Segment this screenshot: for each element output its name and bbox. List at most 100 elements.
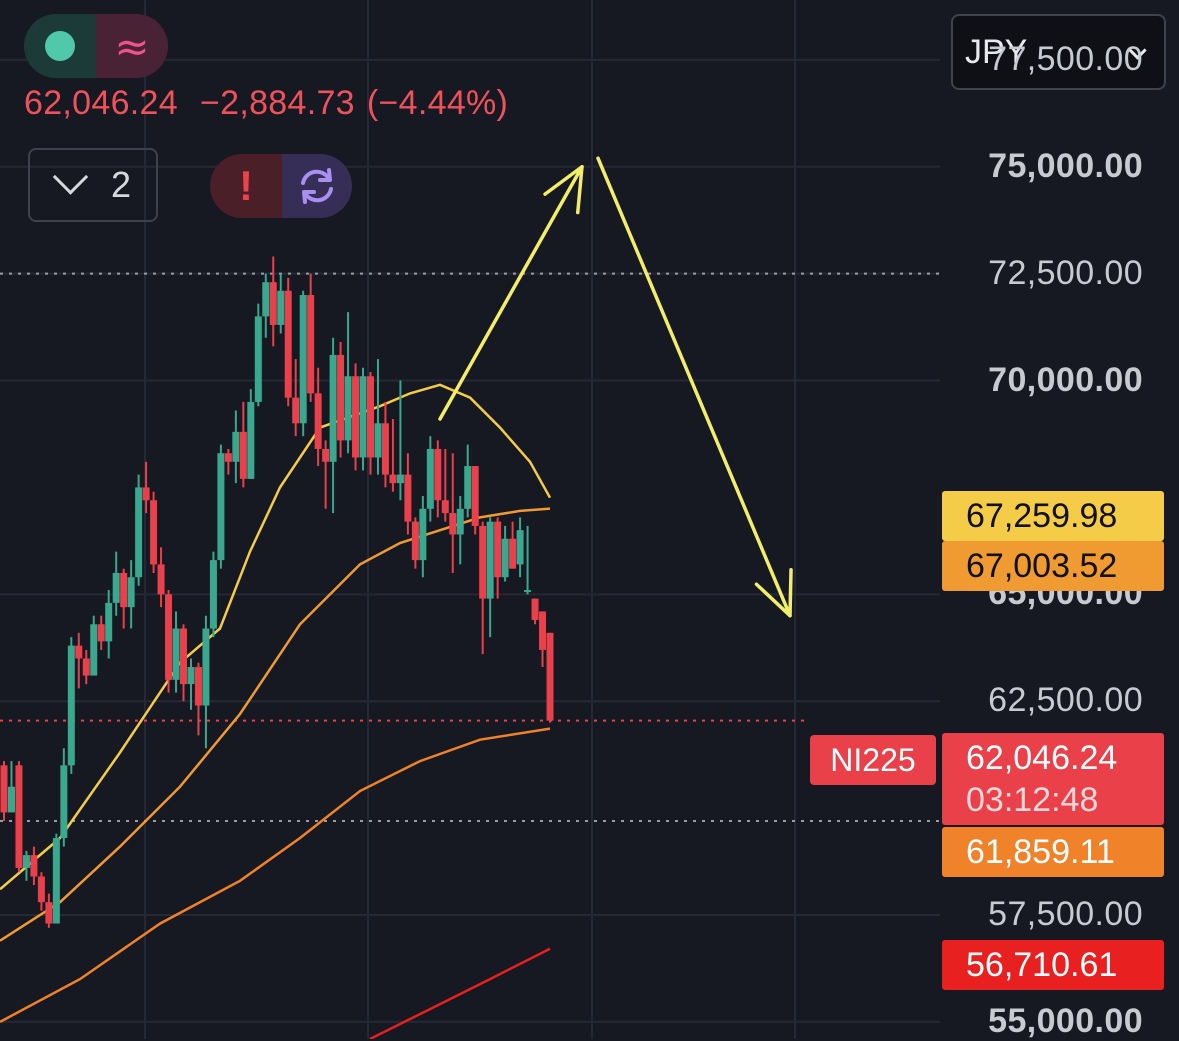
candle-26 [194, 662, 202, 736]
candle-body-6 [45, 902, 53, 924]
axis-tick-label-3: 70,000.00 [988, 360, 1143, 399]
candle-body-41 [307, 295, 315, 394]
candle-body-3 [22, 855, 30, 868]
axis-tick-label-7: 55,000.00 [988, 1001, 1143, 1040]
candle-16 [120, 568, 128, 629]
candle-55 [411, 517, 419, 569]
candle-17 [127, 560, 135, 629]
candle-23 [172, 611, 180, 693]
candle-body-61 [456, 508, 464, 535]
candle-body-56 [419, 508, 427, 561]
candle-body-37 [277, 290, 285, 325]
candle-68 [509, 521, 517, 569]
candle-body-51 [381, 423, 389, 475]
candle-39 [292, 359, 300, 437]
moving-average-4 [369, 947, 551, 1039]
candle-body-22 [165, 594, 173, 680]
candle-body-39 [292, 397, 300, 424]
candle-body-53 [396, 474, 404, 484]
candle-48 [359, 367, 367, 471]
refresh-button[interactable] [282, 154, 352, 218]
candle-body-65 [486, 521, 494, 599]
market-status-toggle[interactable] [24, 14, 96, 78]
price-change-percent: (−4.44%) [366, 84, 509, 122]
candle-body-40 [299, 295, 307, 424]
candle-body-71 [531, 598, 539, 620]
axis-tick-label-0: 77,500.00 [988, 39, 1143, 78]
candle-body-52 [389, 474, 397, 484]
candle-body-57 [426, 448, 434, 509]
candle-body-23 [172, 628, 180, 680]
reference-lines [0, 272, 940, 822]
candle-69 [516, 517, 524, 578]
candle-body-15 [112, 572, 120, 603]
candle-66 [494, 517, 502, 599]
candle-body-28 [209, 560, 217, 629]
candle-body-24 [180, 628, 188, 685]
candle-body-70 [524, 590, 532, 593]
candle-body-54 [404, 474, 412, 522]
wave-toggle[interactable]: ≈ [96, 14, 168, 78]
candle-38 [284, 277, 292, 407]
candle-14 [105, 590, 113, 659]
price-change-line: 62,046.24 −2,884.73 (−4.44%) [24, 84, 530, 123]
bar-countdown: 03:12:48 [966, 781, 1099, 819]
candle-42 [314, 367, 322, 467]
candle-body-36 [269, 282, 277, 325]
candle-body-48 [359, 376, 367, 458]
refresh-icon [301, 168, 333, 204]
candle-body-44 [329, 354, 337, 462]
candle-body-29 [217, 453, 225, 561]
candle-body-13 [97, 624, 105, 642]
candle-body-35 [262, 282, 270, 317]
candle-3 [22, 850, 30, 881]
candle-61 [456, 495, 464, 565]
arrow-head-1 [754, 567, 793, 618]
candle-body-7 [52, 838, 60, 924]
collapse-indicators-button[interactable]: 2 [28, 148, 158, 222]
candle-6 [45, 893, 53, 928]
moving-average-3 [0, 727, 551, 1024]
chevron-down-icon [52, 158, 89, 195]
candle-body-46 [344, 376, 352, 441]
candle-body-26 [194, 667, 202, 706]
candle-body-17 [127, 577, 135, 608]
candle-body-47 [352, 376, 360, 458]
candle-body-66 [494, 521, 502, 578]
candle-64 [479, 521, 487, 655]
candle-37 [277, 273, 285, 334]
candle-24 [180, 624, 188, 702]
candle-body-11 [82, 658, 90, 676]
candle-body-72 [539, 611, 547, 650]
candle-36 [269, 256, 277, 347]
candle-35 [262, 273, 270, 338]
candle-32 [239, 401, 247, 488]
candle-25 [187, 658, 195, 710]
candle-43 [322, 440, 330, 509]
candle-15 [112, 551, 120, 616]
currency-select[interactable]: JPY [951, 14, 1166, 90]
moving-average-2 [0, 507, 551, 942]
candle-body-14 [105, 602, 113, 642]
candle-body-16 [120, 572, 128, 608]
alert-button[interactable]: ! [210, 154, 282, 218]
candle-body-34 [254, 316, 262, 402]
candle-body-5 [37, 876, 45, 903]
wave-icon: ≈ [114, 21, 150, 71]
candle-body-0 [0, 765, 8, 813]
ma1-price-tag: 67,259.98 [942, 491, 1164, 541]
candle-67 [501, 525, 509, 582]
candle-71 [531, 598, 539, 625]
indicator-pill-group[interactable]: ≈ [24, 14, 168, 78]
candle-52 [389, 419, 397, 492]
candle-56 [419, 495, 427, 578]
candle-2 [15, 761, 23, 873]
candle-31 [232, 410, 240, 484]
candle-63 [471, 466, 479, 535]
candle-45 [337, 342, 345, 458]
status-pill-group[interactable]: ! [210, 154, 352, 218]
candle-41 [307, 273, 315, 402]
candle-53 [396, 380, 404, 501]
candle-18 [135, 474, 143, 586]
candle-body-10 [75, 645, 83, 659]
